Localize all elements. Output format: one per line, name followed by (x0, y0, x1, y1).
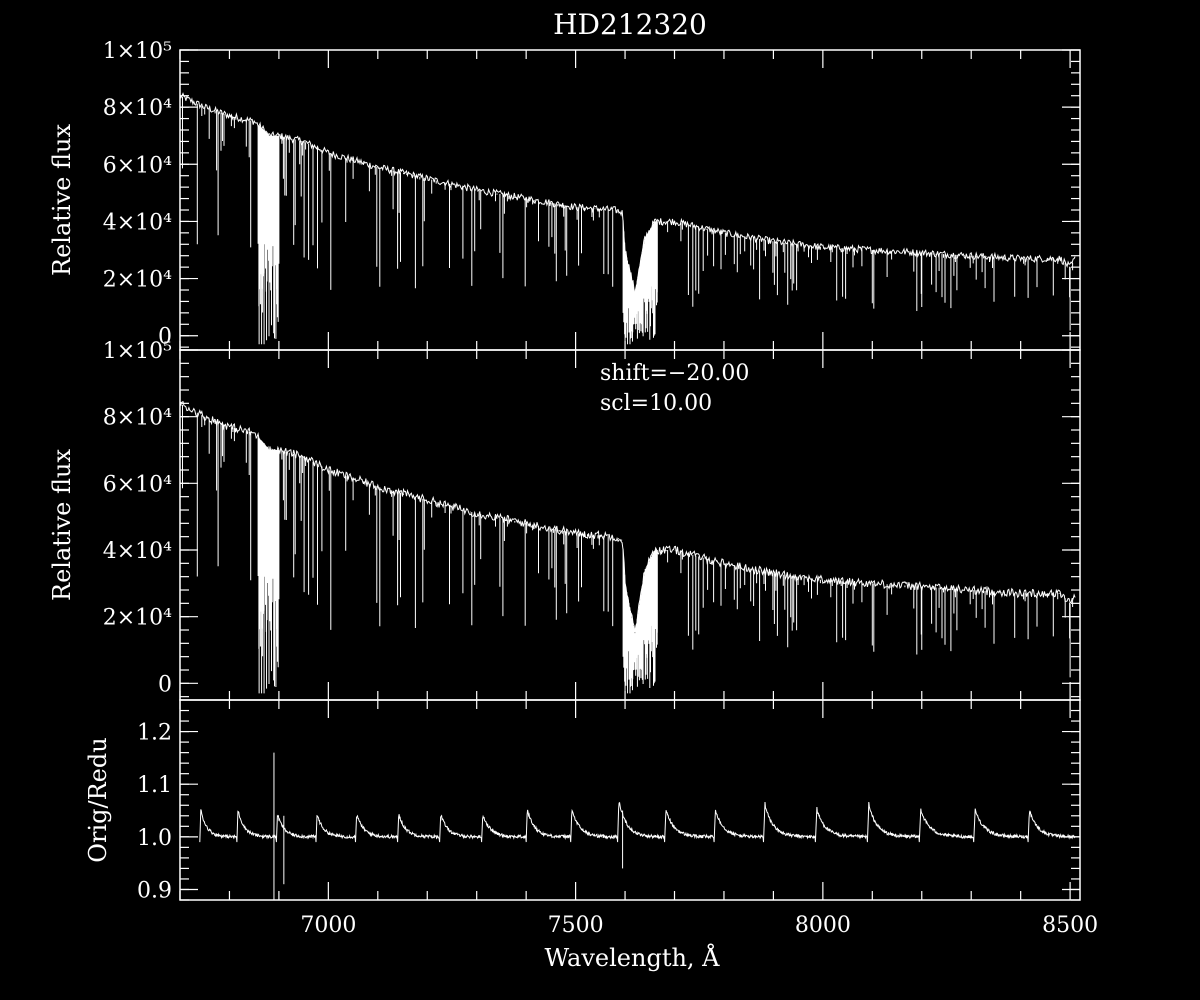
panel-flux-original: Relative flux 0 2×10⁴ 4×10⁴ 6×10⁴ 8×10⁴ 1×10⁵ (48, 39, 1081, 351)
absorption-lines (180, 403, 1074, 652)
x-tick-label: 7500 (548, 913, 604, 938)
telluric-band (257, 124, 280, 339)
shift-annotation: shift=−20.00 (600, 361, 749, 386)
y-tick-label: 1.2 (137, 721, 172, 746)
ratio-line (199, 801, 1076, 843)
y-tick-label: 4×10⁴ (103, 210, 172, 235)
plot-title: HD212320 (553, 8, 707, 41)
absorption-lines (180, 96, 1074, 309)
y-tick-label: 0 (158, 325, 172, 350)
y-tick-label: 1.1 (137, 773, 172, 798)
telluric-band (257, 437, 280, 687)
y-tick-label: 8×10⁴ (103, 96, 172, 121)
telluric-band (622, 548, 658, 688)
panel-frame (179, 699, 1081, 901)
y-tick-label: 0 (158, 672, 172, 697)
y-tick-label: 6×10⁴ (103, 472, 172, 497)
y-axis-label: Orig/Redu (84, 737, 112, 862)
y-tick-label: 1×10⁵ (103, 339, 172, 364)
x-tick-label: 8000 (795, 913, 851, 938)
y-tick-label: 8×10⁴ (103, 406, 172, 431)
y-axis-label: Relative flux (48, 124, 76, 276)
y-tick-label: 0.9 (137, 878, 172, 903)
y-tick-label: 2×10⁴ (103, 606, 172, 631)
y-tick-label: 1×10⁵ (103, 39, 172, 64)
telluric-band (622, 220, 658, 340)
y-axis-label: Relative flux (48, 449, 76, 601)
y-tick-label: 6×10⁴ (103, 153, 172, 178)
y-tick-label: 4×10⁴ (103, 539, 172, 564)
scale-annotation: scl=10.00 (600, 391, 712, 416)
x-tick-label: 7000 (300, 913, 356, 938)
panel-ratio: Orig/Redu Wavelength, Å 0.9 1.0 1.1 1.2 7000… (84, 699, 1098, 972)
y-tick-label: 1.0 (137, 826, 172, 851)
y-tick-label: 2×10⁴ (103, 268, 172, 293)
x-axis-label: Wavelength, Å (544, 943, 720, 972)
panel-flux-reduced: Relative flux shift=−20.00 scl=10.00 0 2×… (48, 339, 1081, 701)
x-tick-label: 8500 (1042, 913, 1098, 938)
